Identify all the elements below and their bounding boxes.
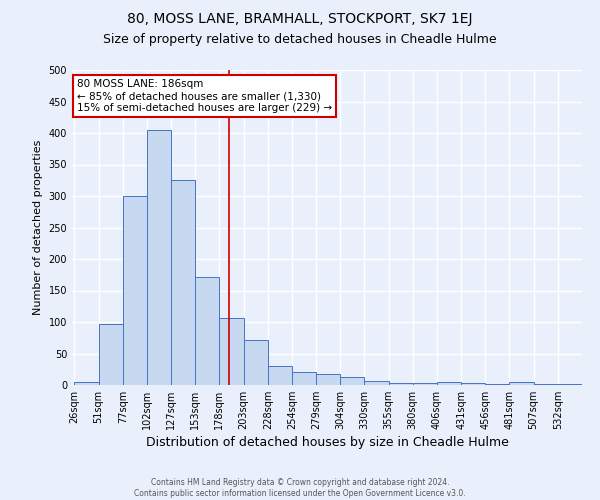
Bar <box>340 378 364 385</box>
Bar <box>220 318 244 385</box>
Bar <box>123 196 147 385</box>
Bar <box>509 382 533 385</box>
Bar <box>485 384 509 385</box>
Text: 80, MOSS LANE, BRAMHALL, STOCKPORT, SK7 1EJ: 80, MOSS LANE, BRAMHALL, STOCKPORT, SK7 … <box>127 12 473 26</box>
Bar <box>437 382 461 385</box>
X-axis label: Distribution of detached houses by size in Cheadle Hulme: Distribution of detached houses by size … <box>146 436 508 449</box>
Bar <box>316 374 340 385</box>
Bar <box>389 383 413 385</box>
Bar <box>558 384 582 385</box>
Bar <box>461 383 485 385</box>
Bar <box>147 130 171 385</box>
Text: 80 MOSS LANE: 186sqm
← 85% of detached houses are smaller (1,330)
15% of semi-de: 80 MOSS LANE: 186sqm ← 85% of detached h… <box>77 80 332 112</box>
Bar <box>244 340 268 385</box>
Bar <box>533 384 558 385</box>
Bar <box>292 372 316 385</box>
Text: Contains HM Land Registry data © Crown copyright and database right 2024.
Contai: Contains HM Land Registry data © Crown c… <box>134 478 466 498</box>
Bar <box>98 324 123 385</box>
Bar <box>195 276 220 385</box>
Text: Size of property relative to detached houses in Cheadle Hulme: Size of property relative to detached ho… <box>103 32 497 46</box>
Bar <box>364 380 389 385</box>
Bar <box>171 180 195 385</box>
Y-axis label: Number of detached properties: Number of detached properties <box>33 140 43 315</box>
Bar <box>413 383 437 385</box>
Bar <box>268 366 292 385</box>
Bar <box>74 382 98 385</box>
